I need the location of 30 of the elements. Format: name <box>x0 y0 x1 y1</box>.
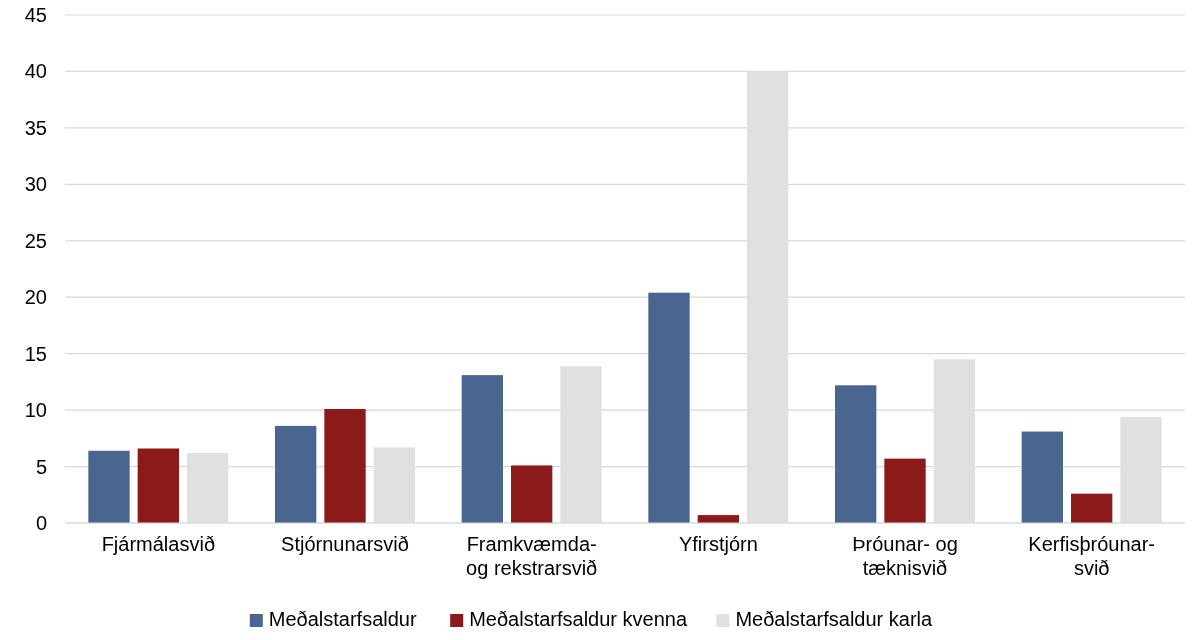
x-tick-label: Kerfisþróunar- svið <box>1028 533 1156 579</box>
y-tick-label: 5 <box>35 455 47 478</box>
y-tick-label: 20 <box>24 286 47 309</box>
y-tick-label: 0 <box>35 512 47 534</box>
y-tick-label: 30 <box>24 173 47 196</box>
bar <box>884 458 926 523</box>
bar <box>1071 493 1113 523</box>
y-tick-label: 40 <box>24 60 47 83</box>
bar <box>275 425 317 523</box>
x-tick-label: Þróunar- og tæknisvið <box>852 533 958 579</box>
x-tick-label: Framkvæmda- og rekstrarsvið <box>466 533 598 579</box>
legend-label: Meðalstarfsaldur <box>268 608 417 630</box>
legend-label: Meðalstarfsaldur kvenna <box>469 608 688 630</box>
y-tick-label: 35 <box>24 116 47 139</box>
y-tick-label: 10 <box>24 399 47 422</box>
bar <box>324 408 366 523</box>
bar <box>461 375 503 523</box>
bar <box>511 465 553 523</box>
bar <box>1021 431 1063 523</box>
y-tick-label: 45 <box>24 4 47 26</box>
bar <box>88 450 130 523</box>
x-tick-label: Stjórnunarsvið <box>281 533 409 555</box>
x-tick-label: Yfirstjórn <box>678 533 758 555</box>
bar <box>835 385 877 523</box>
x-tick-label: Fjármálasvið <box>101 533 216 555</box>
bar <box>648 292 690 523</box>
y-tick-label: 15 <box>24 342 47 365</box>
y-tick-label: 25 <box>24 229 47 252</box>
legend-label: Meðalstarfsaldur karla <box>735 608 934 630</box>
bar <box>137 448 179 523</box>
